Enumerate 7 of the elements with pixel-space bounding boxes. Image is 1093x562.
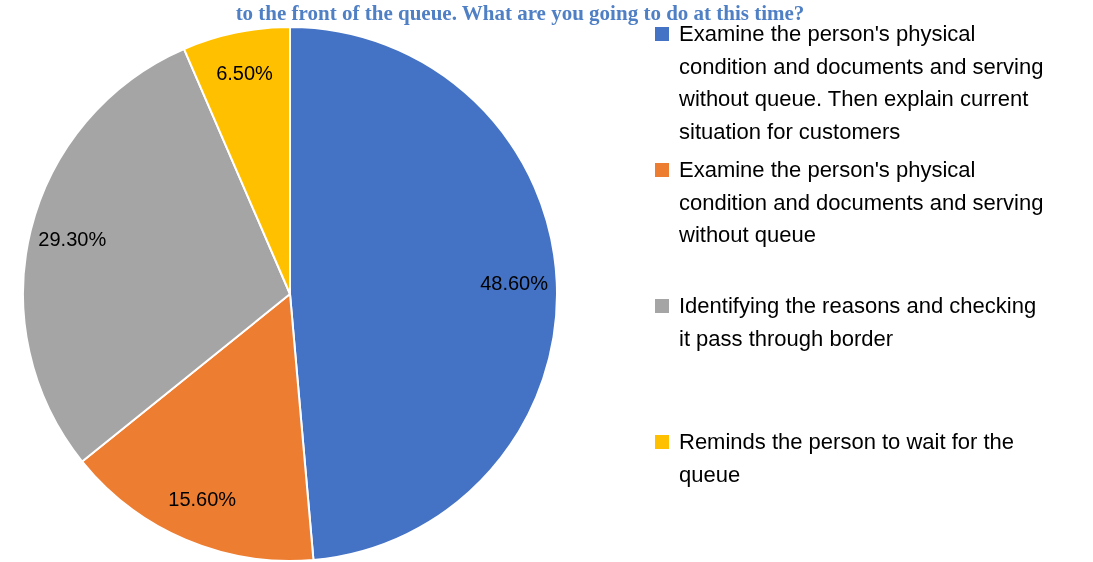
data-label: 6.50% [216, 61, 274, 84]
data-label: 48.60% [480, 271, 549, 294]
legend-label: Identifying the reasons and checking it pass through border [679, 292, 1038, 353]
legend-label: Reminds the person to wait for the queue [679, 428, 1016, 489]
legend-label: Examine the person's physical condition and documents and serving without queue [679, 156, 1045, 249]
data-label: 29.30% [38, 227, 107, 250]
data-label: 15.60% [168, 487, 237, 510]
